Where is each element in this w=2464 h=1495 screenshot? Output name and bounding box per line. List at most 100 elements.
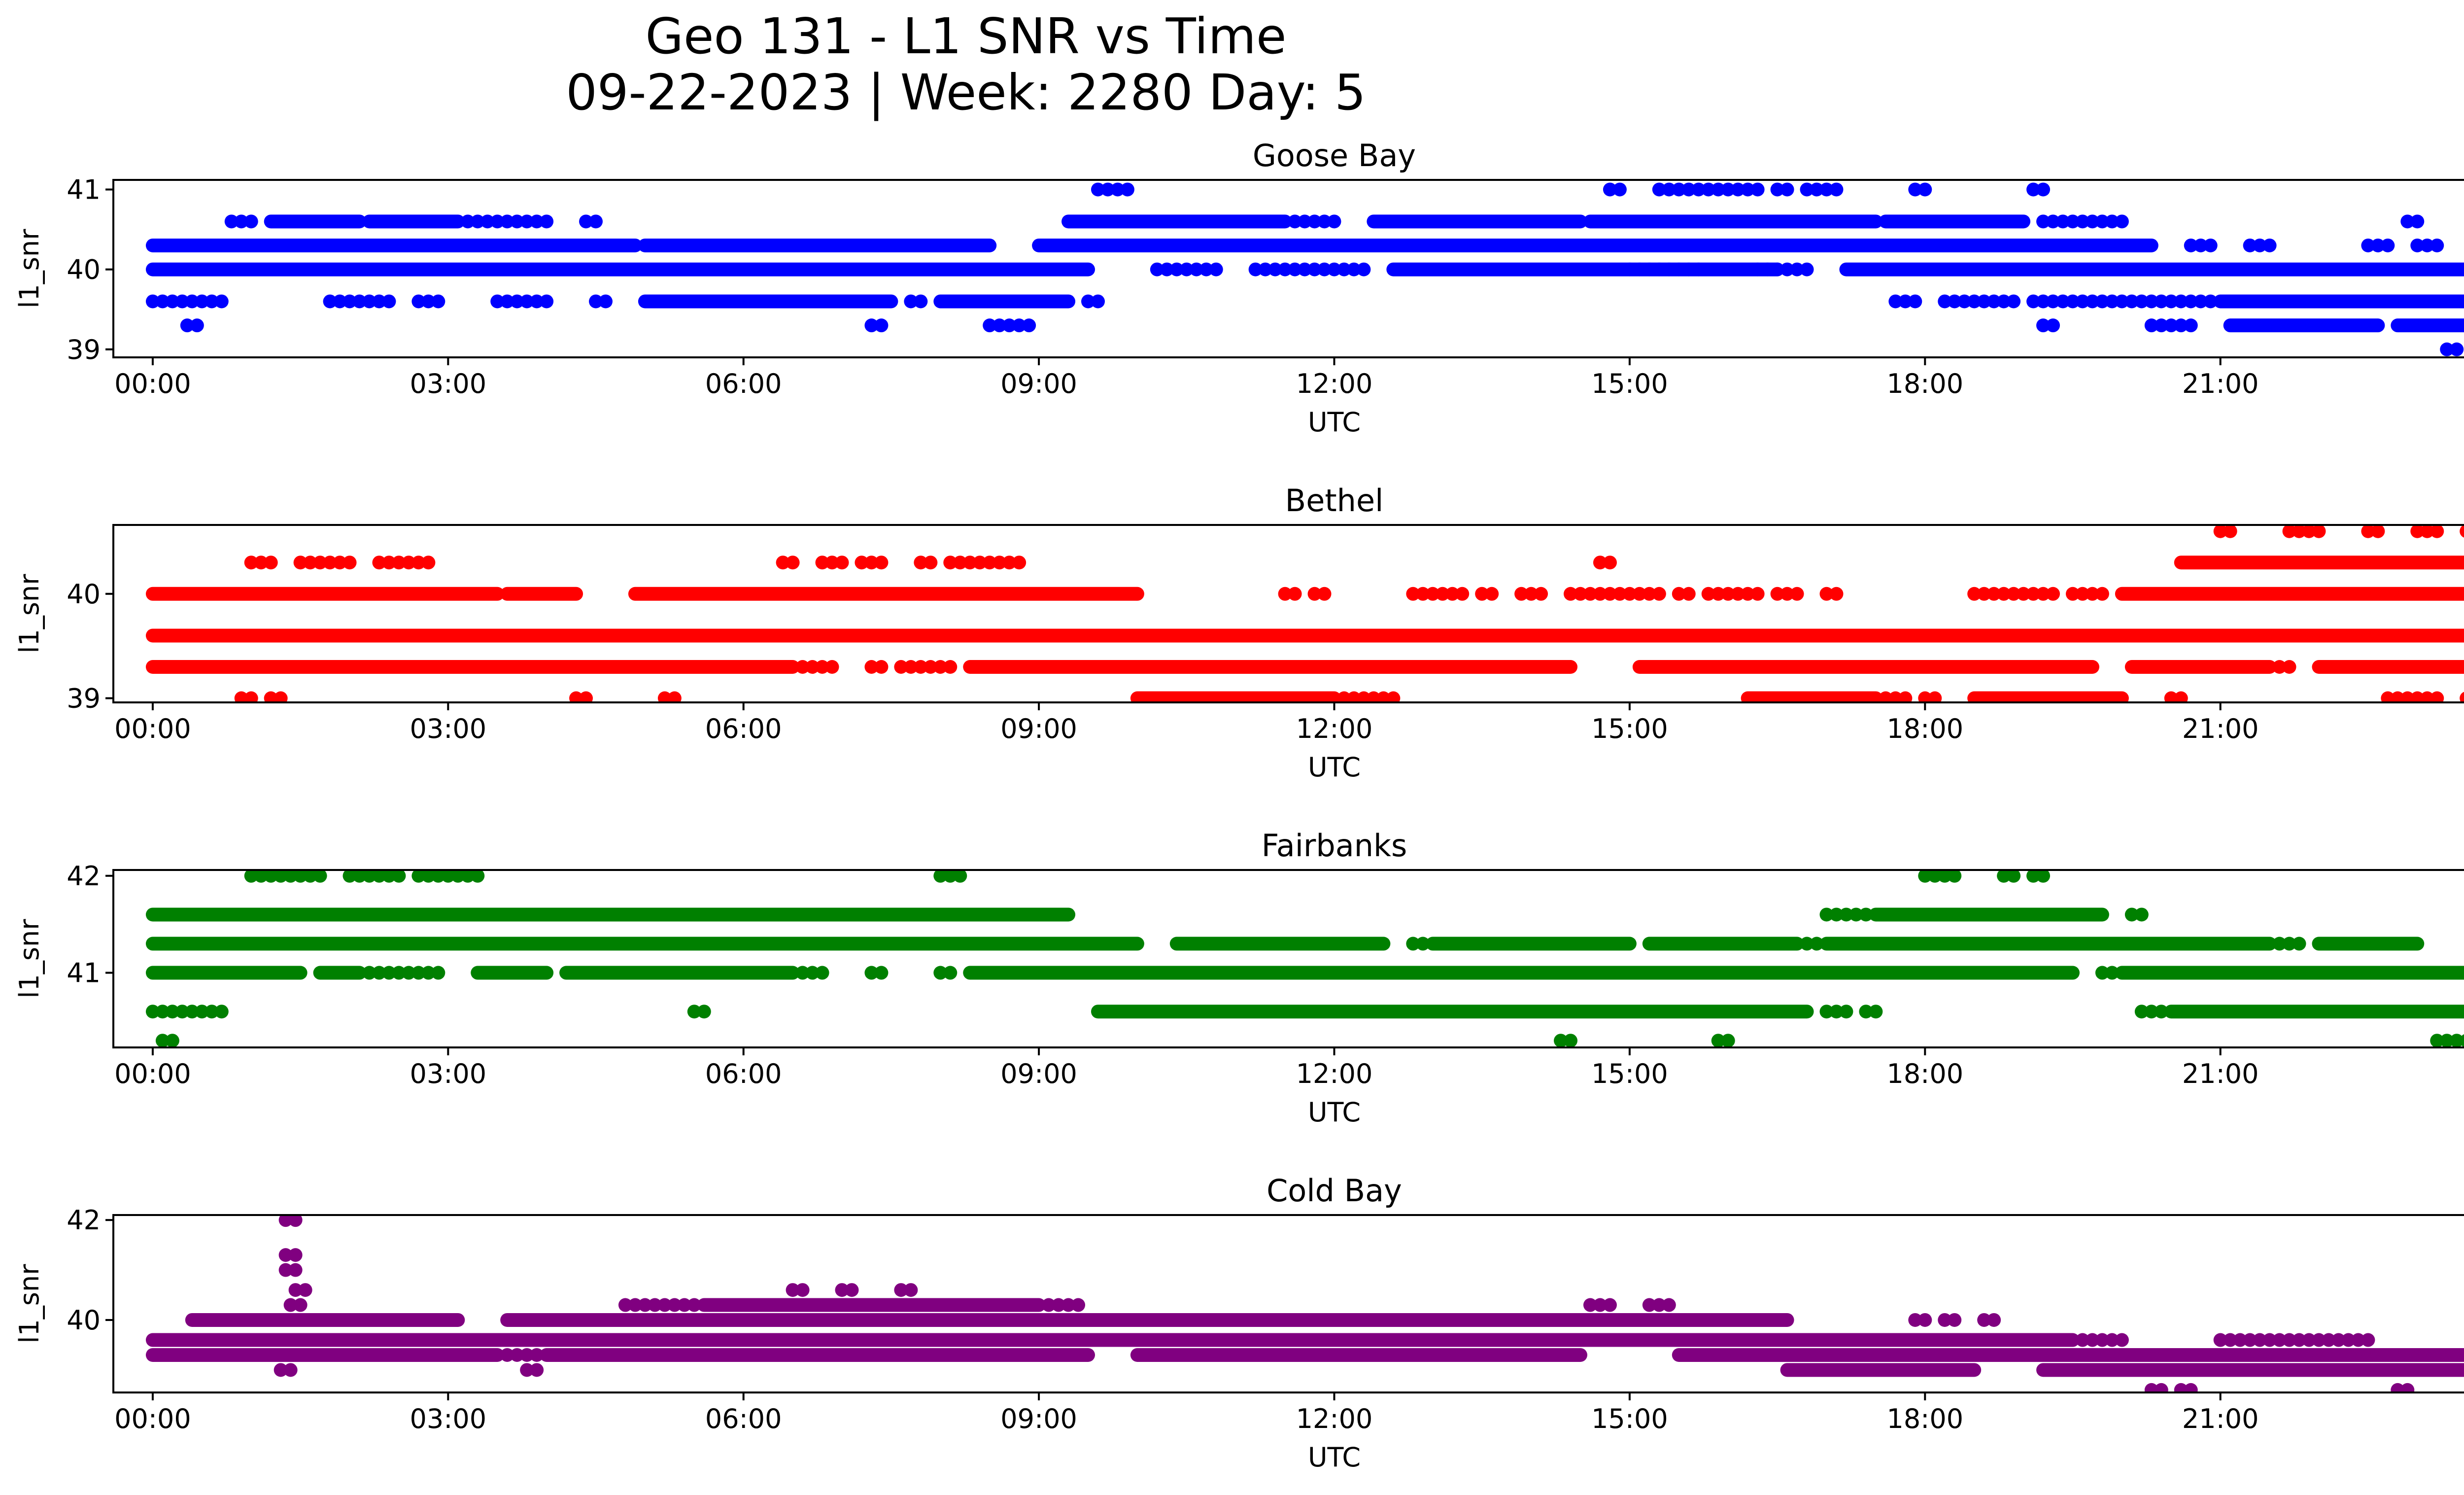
scatter-point <box>288 1283 303 1297</box>
scatter-point <box>303 556 317 570</box>
scatter-point <box>342 294 357 309</box>
scatter-point <box>1603 182 1617 197</box>
scatter-series <box>145 870 2464 1047</box>
scatter-point <box>1160 262 1174 277</box>
scatter-run <box>145 262 1095 277</box>
scatter-point <box>2272 660 2287 674</box>
scatter-point <box>461 870 475 883</box>
scatter-point <box>2154 294 2168 309</box>
scatter-point <box>1307 587 1322 601</box>
scatter-point <box>2095 966 2109 980</box>
scatter-point <box>943 556 958 570</box>
scatter-point <box>2460 692 2464 702</box>
scatter-point <box>2085 294 2099 309</box>
scatter-point <box>313 556 327 570</box>
scatter-point <box>190 318 204 333</box>
scatter-point <box>579 691 593 702</box>
scatter-point <box>1908 294 1922 309</box>
scatter-run <box>145 937 1144 951</box>
scatter-point <box>2154 1005 2168 1019</box>
scatter-point <box>1091 182 1105 197</box>
scatter-point <box>2341 1333 2356 1347</box>
x-tick-label: 21:00 <box>2182 368 2259 399</box>
scatter-point <box>1022 318 1036 333</box>
scatter-point <box>914 294 928 309</box>
scatter-point <box>1790 262 1804 277</box>
scatter-point <box>1938 294 1952 309</box>
scatter-point <box>1918 1313 1932 1327</box>
x-tick-label: 09:00 <box>1000 1403 1077 1434</box>
scatter-point <box>1800 262 1814 277</box>
scatter-run <box>2115 587 2464 601</box>
scatter-point <box>372 556 386 570</box>
scatter-point <box>914 660 928 674</box>
scatter-point <box>1928 870 1942 883</box>
scatter-point <box>1514 587 1529 601</box>
scatter-point <box>411 556 426 570</box>
scatter-point <box>1042 1298 1056 1312</box>
scatter-point <box>2174 294 2188 309</box>
scatter-point <box>1327 214 1341 229</box>
scatter-point <box>1603 1298 1617 1312</box>
scatter-point <box>1819 587 1834 601</box>
scatter-point <box>2440 1034 2454 1047</box>
scatter-point <box>1534 587 1548 601</box>
scatter-point <box>1721 587 1735 601</box>
scatter-point <box>776 556 790 570</box>
scatter-point <box>1987 1313 2001 1327</box>
scatter-run <box>1091 1005 1814 1019</box>
scatter-point <box>904 294 918 309</box>
scatter-point <box>155 1034 170 1047</box>
subplot-fairbanks: Fairbanks 00:00 03:00 06:00 09:00 12:00 15:00 1… <box>14 828 2464 1128</box>
scatter-point <box>963 556 977 570</box>
scatter-point <box>2174 318 2188 333</box>
scatter-point <box>392 556 406 570</box>
scatter-point <box>992 318 1007 333</box>
scatter-point <box>1918 870 1932 883</box>
scatter-run <box>1583 214 1883 229</box>
scatter-point <box>2154 318 2168 333</box>
scatter-point <box>520 294 534 309</box>
scatter-point <box>333 556 347 570</box>
scatter-series <box>145 182 2464 356</box>
scatter-point <box>2046 214 2060 229</box>
scatter-point <box>1652 262 1666 277</box>
scatter-point <box>904 660 918 674</box>
scatter-point <box>2282 937 2296 951</box>
subplot-bethel: Bethel 00:00 03:00 06:00 09:00 12:00 15:00 18:0… <box>14 483 2464 783</box>
scatter-point <box>214 1005 229 1019</box>
scatter-point <box>864 966 879 980</box>
scatter-point <box>392 966 406 980</box>
scatter-run <box>145 1348 505 1362</box>
scatter-point <box>1307 214 1322 229</box>
scatter-point <box>2331 1333 2346 1347</box>
x-tick-label: 18:00 <box>1886 1058 1963 1089</box>
scatter-point <box>2115 1333 2129 1347</box>
scatter-point <box>1987 294 2001 309</box>
scatter-point <box>2046 587 2060 601</box>
scatter-point <box>1908 182 1922 197</box>
scatter-point <box>1977 587 1991 601</box>
figure-title-line1: Geo 131 - L1 SNR vs Time <box>646 7 1287 65</box>
scatter-point <box>2105 214 2119 229</box>
scatter-point <box>1681 182 1696 197</box>
scatter-point <box>667 1298 682 1312</box>
scatter-point <box>471 214 485 229</box>
scatter-run <box>1839 262 2464 277</box>
scatter-point <box>2203 294 2218 309</box>
scatter-point <box>2007 294 2021 309</box>
scatter-point <box>2203 238 2218 252</box>
scatter-run <box>2312 937 2425 951</box>
scatter-point <box>2361 525 2375 538</box>
scatter-point <box>1642 262 1656 277</box>
scatter-run <box>1426 937 1637 951</box>
scatter-point <box>362 294 376 309</box>
scatter-point <box>1485 587 1499 601</box>
scatter-point <box>618 1298 632 1312</box>
subplots: Goose Bay 00:00 03:00 06:00 09:00 12:00 15:00 1… <box>14 138 2464 1473</box>
scatter-point <box>2272 1333 2287 1347</box>
scatter-series <box>145 1215 2464 1392</box>
scatter-point <box>224 214 239 229</box>
scatter-point <box>2174 691 2188 702</box>
scatter-point <box>402 966 416 980</box>
